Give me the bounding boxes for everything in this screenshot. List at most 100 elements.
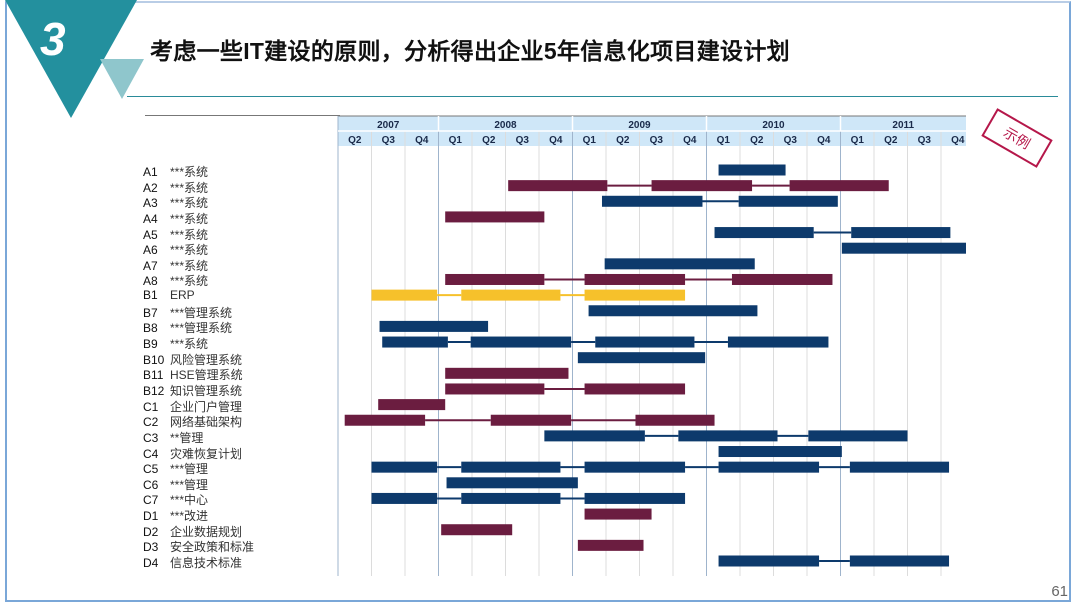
project-code: B8 bbox=[143, 321, 158, 336]
quarter-label: Q1 bbox=[449, 135, 463, 146]
year-label: 2008 bbox=[494, 120, 517, 131]
gantt-bar-a8 bbox=[445, 273, 545, 285]
gantt-bar-b12 bbox=[445, 383, 545, 395]
project-code: A5 bbox=[143, 227, 158, 242]
project-name: 企业数据规划 bbox=[170, 524, 243, 539]
quarter-label: Q1 bbox=[717, 135, 731, 146]
project-code: B11 bbox=[143, 368, 164, 383]
project-name: ***系统 bbox=[170, 180, 209, 195]
gantt-bar-b9 bbox=[595, 336, 695, 348]
project-label: C2 网络基础架构 bbox=[143, 413, 243, 430]
quarter-label: Q2 bbox=[482, 135, 496, 146]
project-name: ***管理系统 bbox=[170, 321, 233, 336]
project-name: 网络基础架构 bbox=[170, 415, 243, 430]
project-label: A8 ***系统 bbox=[143, 272, 208, 289]
quarter-label: Q4 bbox=[683, 135, 697, 146]
project-name: ***系统 bbox=[170, 243, 209, 258]
gantt-bar-b1 bbox=[461, 289, 561, 301]
project-label: A6 ***系统 bbox=[143, 241, 209, 258]
gantt-bar-b8 bbox=[379, 320, 489, 332]
project-label: A5 ***系统 bbox=[143, 226, 209, 242]
project-code: A8 bbox=[143, 274, 158, 289]
project-name: ***管理系统 bbox=[170, 305, 233, 320]
gantt-bar-c7 bbox=[461, 492, 561, 504]
project-name: ***管理 bbox=[170, 462, 209, 477]
project-label: C5 ***管理 bbox=[143, 460, 209, 477]
slide-title: 考虑一些IT建设的原则，分析得出企业5年信息化项目建设计划 bbox=[150, 38, 790, 64]
quarter-label: Q4 bbox=[549, 135, 563, 146]
quarter-label: Q1 bbox=[583, 135, 597, 146]
quarter-label: Q3 bbox=[918, 135, 932, 146]
gantt-bar-d3 bbox=[577, 539, 644, 551]
gantt-bar-c5 bbox=[849, 461, 950, 473]
gantt-bar-c5 bbox=[371, 461, 438, 473]
project-label: B1 ERP bbox=[143, 288, 195, 303]
quarter-label: Q4 bbox=[415, 135, 429, 146]
year-label: 2007 bbox=[377, 120, 400, 131]
project-name: 安全政策和标准 bbox=[170, 540, 255, 555]
project-label: B11 HSE管理系统 bbox=[143, 366, 243, 383]
project-name: ***管理 bbox=[170, 477, 209, 492]
project-code: C3 bbox=[143, 430, 159, 445]
project-label: D2 企业数据规划 bbox=[143, 523, 243, 539]
quarter-label: Q4 bbox=[951, 135, 965, 146]
gantt-bar-a7 bbox=[604, 258, 755, 270]
project-label: D4 信息技术标准 bbox=[143, 554, 243, 570]
gantt-bar-c3 bbox=[678, 430, 778, 442]
gantt-bar-c5 bbox=[461, 461, 561, 473]
year-label: 2010 bbox=[762, 120, 785, 131]
project-label: A1 ***系统 bbox=[143, 163, 208, 179]
project-code: B12 bbox=[143, 383, 165, 398]
project-name: **管理 bbox=[170, 430, 204, 445]
quarter-label: Q2 bbox=[348, 135, 362, 146]
gantt-bar-a8 bbox=[584, 273, 686, 285]
project-label: C1 企业门户管理 bbox=[143, 398, 242, 414]
project-name: 信息技术标准 bbox=[170, 556, 243, 570]
project-code: D2 bbox=[143, 524, 159, 539]
year-label: 2009 bbox=[628, 120, 651, 131]
project-label: C6 ***管理 bbox=[143, 476, 209, 492]
project-label: B7 ***管理系统 bbox=[143, 304, 233, 320]
slide-frame bbox=[5, 1, 1071, 602]
quarter-label: Q3 bbox=[784, 135, 798, 146]
project-name: ***中心 bbox=[170, 493, 209, 508]
project-label: A4 ***系统 bbox=[143, 210, 209, 226]
gantt-bar-a5 bbox=[851, 227, 951, 239]
project-name: 知识管理系统 bbox=[170, 383, 243, 398]
decorative-triangle bbox=[100, 59, 144, 99]
project-label: A7 ***系统 bbox=[143, 257, 209, 273]
project-name: ***系统 bbox=[170, 227, 209, 242]
project-name: ***系统 bbox=[170, 258, 209, 273]
project-code: D1 bbox=[143, 509, 159, 524]
gantt-bar-a6 bbox=[841, 242, 966, 254]
table-top-rule bbox=[145, 115, 340, 116]
project-label: B10 风险管理系统 bbox=[143, 351, 243, 367]
project-code: C4 bbox=[143, 446, 159, 461]
quarter-label: Q1 bbox=[851, 135, 865, 146]
gantt-bar-c3 bbox=[808, 430, 908, 442]
gantt-bar-c7 bbox=[371, 492, 438, 504]
project-code: A4 bbox=[143, 211, 158, 226]
gantt-bar-c5 bbox=[718, 461, 820, 473]
project-code: A6 bbox=[143, 243, 158, 258]
quarter-label: Q4 bbox=[817, 135, 831, 146]
project-name: 风险管理系统 bbox=[170, 352, 243, 367]
gantt-bar-c2 bbox=[635, 414, 715, 426]
gantt-bar-c3 bbox=[544, 430, 645, 442]
project-code: C6 bbox=[143, 477, 159, 492]
gantt-bar-a5 bbox=[714, 227, 814, 239]
project-label: A2 ***系统 bbox=[143, 179, 209, 195]
project-name: ***系统 bbox=[170, 211, 209, 226]
project-name: ***系统 bbox=[170, 196, 209, 211]
project-label: B9 ***系统 bbox=[143, 335, 208, 351]
gantt-bar-a2 bbox=[789, 180, 889, 192]
project-label: D1 ***改进 bbox=[143, 507, 208, 524]
project-code: B1 bbox=[143, 288, 158, 303]
project-name: 灾难恢复计划 bbox=[170, 446, 243, 461]
gantt-bar-a4 bbox=[445, 211, 545, 223]
gantt-bar-c2 bbox=[490, 414, 572, 426]
gantt-bar-c2 bbox=[344, 414, 426, 426]
gantt-bar-b1 bbox=[584, 289, 686, 301]
gantt-bar-b7 bbox=[588, 305, 758, 317]
